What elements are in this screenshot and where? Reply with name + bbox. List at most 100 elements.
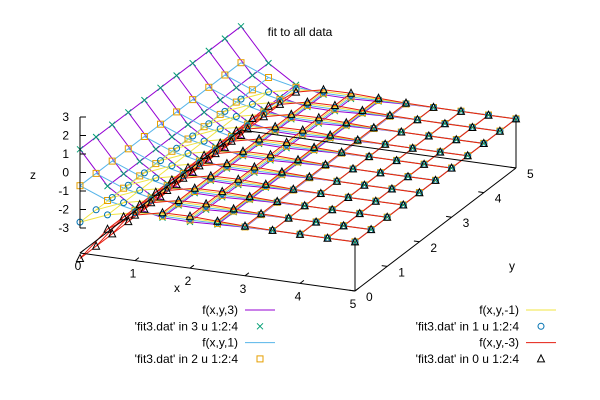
data-point <box>431 175 440 184</box>
data-point <box>447 162 456 172</box>
data-point <box>172 179 181 189</box>
data-point <box>188 167 198 176</box>
x-tick <box>354 287 360 292</box>
data-point <box>369 122 379 132</box>
data-point <box>267 155 274 162</box>
data-point <box>385 110 395 119</box>
data-points <box>75 22 521 262</box>
data-point <box>305 171 314 181</box>
legend-swatch <box>256 322 264 330</box>
x-tick-label: 2 <box>185 274 192 288</box>
data-point <box>309 142 319 151</box>
data-point <box>260 108 268 116</box>
data-point <box>190 183 200 192</box>
z-axis-label: z <box>30 168 36 182</box>
data-point <box>228 133 236 140</box>
data-point <box>108 157 116 165</box>
data-point <box>186 216 194 224</box>
data-point <box>299 130 307 138</box>
data-point <box>355 208 365 218</box>
data-point <box>303 96 312 106</box>
data-point <box>256 208 266 218</box>
data-point <box>316 188 326 197</box>
data-point <box>440 118 450 128</box>
legend-swatch <box>537 322 545 330</box>
data-point <box>92 169 100 177</box>
legend-entry: 'fit3.dat' in 2 u 1:2:4 <box>135 352 264 366</box>
y-tick-label: 5 <box>527 167 534 181</box>
data-point <box>104 182 111 190</box>
data-point <box>261 179 271 188</box>
data-point <box>284 212 293 222</box>
data-point <box>254 133 264 143</box>
data-point <box>173 108 181 116</box>
data-point <box>374 93 383 102</box>
data-point <box>292 86 300 94</box>
z-tick-label: -1 <box>58 184 69 198</box>
data-point <box>250 161 259 171</box>
data-point <box>348 163 358 173</box>
data-point <box>206 170 216 180</box>
data-point <box>276 96 284 104</box>
data-point <box>343 192 353 201</box>
data-point <box>195 160 204 170</box>
x-tick <box>244 272 250 277</box>
data-point <box>123 216 133 226</box>
data-point <box>157 84 164 92</box>
data-point <box>124 109 132 116</box>
surface-line-y <box>79 62 242 187</box>
legend-entry: f(x,y,-1) <box>479 303 556 317</box>
data-point <box>189 132 197 140</box>
data-point <box>212 145 219 153</box>
data-point <box>337 147 346 156</box>
x-tick-label: 4 <box>295 289 302 303</box>
z-tick-label: 1 <box>62 147 69 161</box>
data-point <box>291 86 301 96</box>
data-point <box>204 154 214 164</box>
data-point <box>244 123 252 131</box>
surface-line-y <box>189 94 352 219</box>
base-edge <box>79 129 242 254</box>
data-point <box>248 86 256 94</box>
data-point <box>371 196 381 205</box>
data-point <box>339 220 348 230</box>
x-tick <box>79 249 85 254</box>
legend-entry: 'fit3.dat' in 0 u 1:2:4 <box>416 352 546 366</box>
data-point <box>248 100 256 108</box>
data-point <box>221 35 229 42</box>
legend-entry: f(x,y,-3) <box>479 336 556 350</box>
data-point <box>120 170 127 178</box>
data-point <box>130 209 140 219</box>
data-point <box>184 149 192 157</box>
y-tick-label: 1 <box>398 265 405 279</box>
data-point <box>216 96 224 104</box>
data-point <box>293 154 303 164</box>
data-point <box>229 203 238 213</box>
data-point <box>276 98 284 106</box>
z-tick-label: 3 <box>62 110 69 124</box>
y-axis-label: y <box>509 259 515 273</box>
x-tick-label: 0 <box>75 259 82 273</box>
data-point <box>270 121 280 131</box>
data-point <box>346 88 356 97</box>
data-point <box>376 167 385 177</box>
data-point <box>222 158 232 168</box>
surface--3 <box>79 89 517 259</box>
data-point <box>162 185 172 194</box>
y-tick <box>381 265 388 267</box>
data-point <box>382 212 392 221</box>
data-point <box>227 136 236 145</box>
data-point <box>456 106 466 115</box>
surface-line-y <box>79 135 242 259</box>
data-point <box>366 224 376 234</box>
data-point <box>484 110 493 119</box>
data-point <box>259 111 269 121</box>
data-point <box>120 199 128 207</box>
data-point <box>358 105 367 114</box>
data-point <box>325 129 335 139</box>
data-point <box>463 150 473 160</box>
data-point <box>396 126 406 136</box>
data-point <box>184 121 192 128</box>
